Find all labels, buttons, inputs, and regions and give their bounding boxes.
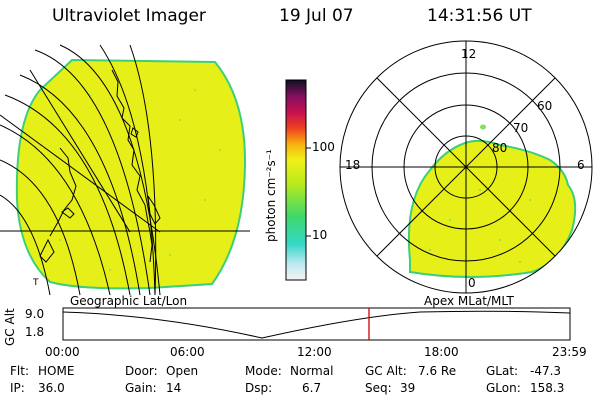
header-time: 14:31:56 UT	[427, 6, 532, 26]
altitude-xtick-2359: 23:59	[552, 345, 587, 359]
flt-label: Flt:	[10, 364, 29, 378]
caption-geographic: Geographic Lat/Lon	[70, 294, 188, 308]
altitude-plot	[62, 307, 571, 341]
dsp-label: Dsp:	[245, 381, 273, 395]
colorbar-tick-100: 100	[312, 140, 335, 154]
mlt-label-6: 6	[577, 158, 585, 172]
header-date: 19 Jul 07	[279, 6, 354, 26]
altitude-curve	[62, 310, 571, 339]
altitude-xtick-0000: 00:00	[45, 345, 80, 359]
mode-label: Mode:	[245, 364, 282, 378]
ip-label: IP:	[10, 381, 25, 395]
polar-plot	[339, 40, 593, 294]
door-value: Open	[166, 364, 199, 378]
flt-value: HOME	[38, 364, 75, 378]
altitude-xtick-1200: 12:00	[297, 345, 332, 359]
polar-spot	[480, 124, 486, 130]
gcalt-label: GC Alt:	[365, 364, 407, 378]
geographic-image	[0, 44, 250, 296]
altitude-ytick-min: 1.8	[25, 325, 45, 339]
seq-label: Seq:	[365, 381, 392, 395]
door-label: Door:	[125, 364, 158, 378]
app-title: Ultraviolet Imager	[52, 6, 206, 26]
coast-marker-label: T	[32, 278, 39, 288]
altitude-xtick-1800: 18:00	[424, 345, 459, 359]
gain-value: 14	[166, 381, 182, 395]
ip-value: 36.0	[38, 381, 65, 395]
colorbar-units-label: photon cm⁻²s⁻¹	[264, 149, 278, 242]
altitude-ylabel: GC Alt	[3, 308, 17, 346]
lat-label-70: 70	[513, 121, 529, 135]
altitude-ytick-max: 9.0	[25, 307, 45, 321]
lat-label-80: 80	[492, 141, 508, 155]
gain-label: Gain:	[125, 381, 157, 395]
mlt-label-18: 18	[345, 158, 361, 172]
glon-value: 158.3	[530, 381, 565, 395]
mlt-label-12: 12	[461, 47, 477, 61]
caption-apex: Apex MLat/MLT	[424, 294, 514, 308]
gcalt-value: 7.6 Re	[418, 364, 457, 378]
glat-label: GLat:	[486, 364, 519, 378]
lat-label-60: 60	[537, 99, 553, 113]
colorbar-tick-10: 10	[312, 228, 328, 242]
glat-value: -47.3	[530, 364, 562, 378]
aurora-disk	[15, 58, 247, 290]
polar-aurora-region	[407, 139, 577, 278]
altitude-xtick-0600: 06:00	[170, 345, 205, 359]
seq-value: 39	[400, 381, 416, 395]
glon-label: GLon:	[486, 381, 521, 395]
color-bar	[285, 79, 311, 281]
mode-value: Normal	[290, 364, 334, 378]
dsp-value: 6.7	[302, 381, 322, 395]
mlt-label-0: 0	[468, 276, 476, 290]
